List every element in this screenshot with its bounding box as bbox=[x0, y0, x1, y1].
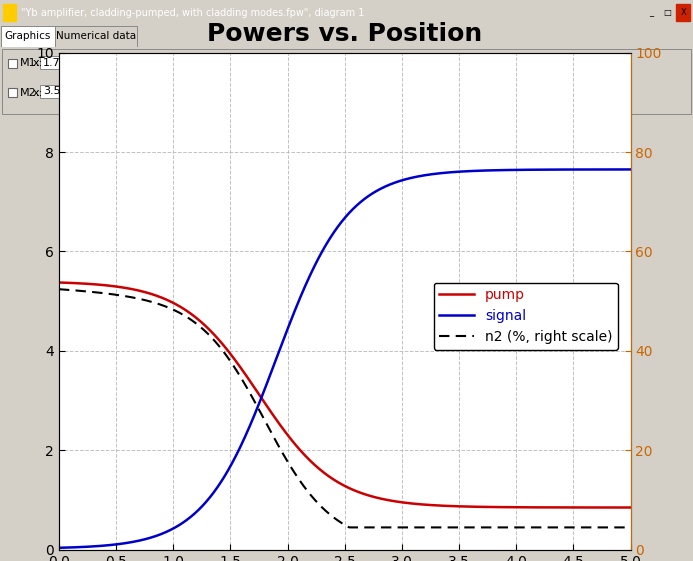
FancyBboxPatch shape bbox=[1, 26, 55, 47]
Text: Graphics: Graphics bbox=[5, 31, 51, 41]
Bar bbox=[114, 56, 179, 69]
Text: y:: y: bbox=[107, 58, 116, 68]
Title: Powers vs. Position: Powers vs. Position bbox=[207, 22, 482, 47]
n2 (%, right scale) bbox=[346, 524, 354, 531]
Text: d:: d: bbox=[364, 88, 375, 98]
Text: Save: Save bbox=[301, 57, 328, 67]
n2 (%, right scale) bbox=[626, 524, 635, 531]
n2 (%, right scale) bbox=[313, 499, 322, 506]
signal bbox=[485, 167, 493, 174]
n2 (%, right scale) bbox=[393, 524, 401, 531]
Text: 9.274: 9.274 bbox=[117, 57, 149, 67]
Bar bbox=[40, 56, 105, 69]
Bar bbox=[3, 4, 16, 21]
Bar bbox=[40, 85, 105, 98]
signal bbox=[156, 531, 164, 538]
n2 (%, right scale) bbox=[156, 301, 164, 308]
signal bbox=[202, 499, 210, 505]
Legend: pump, signal, n2 (%, right scale): pump, signal, n2 (%, right scale) bbox=[434, 283, 618, 350]
Bar bbox=[375, 85, 440, 98]
Text: M1:: M1: bbox=[20, 58, 40, 68]
n2 (%, right scale) bbox=[55, 286, 63, 293]
FancyBboxPatch shape bbox=[279, 54, 351, 71]
n2 (%, right scale) bbox=[437, 524, 446, 531]
signal bbox=[437, 170, 445, 177]
Text: X: X bbox=[681, 8, 686, 17]
signal bbox=[313, 257, 322, 264]
Bar bbox=[212, 85, 277, 98]
pump bbox=[626, 504, 635, 511]
Text: 1.741: 1.741 bbox=[43, 57, 75, 67]
Text: x:: x: bbox=[33, 58, 43, 68]
signal bbox=[55, 544, 63, 551]
Bar bbox=[8, 59, 17, 68]
Text: Numerical data: Numerical data bbox=[56, 31, 136, 41]
Text: □: □ bbox=[663, 8, 672, 17]
Bar bbox=[8, 88, 17, 97]
Line: signal: signal bbox=[59, 169, 631, 548]
signal bbox=[626, 166, 635, 173]
Text: Copy to clipboard: Copy to clipboard bbox=[389, 57, 486, 67]
FancyBboxPatch shape bbox=[380, 54, 495, 71]
Bar bbox=[676, 4, 690, 21]
Text: 3.028: 3.028 bbox=[117, 86, 149, 96]
pump bbox=[392, 498, 400, 505]
FancyBboxPatch shape bbox=[55, 26, 137, 47]
Text: y:: y: bbox=[107, 88, 116, 98]
pump bbox=[156, 293, 164, 300]
Text: _: _ bbox=[649, 8, 653, 17]
n2 (%, right scale) bbox=[486, 524, 495, 531]
pump bbox=[313, 464, 322, 471]
Text: "Yb amplifier, cladding-pumped, with cladding modes.fpw", diagram 1: "Yb amplifier, cladding-pumped, with cla… bbox=[21, 7, 364, 17]
pump bbox=[55, 279, 63, 286]
pump bbox=[437, 502, 445, 509]
Text: M2:: M2: bbox=[20, 88, 40, 98]
pump bbox=[485, 504, 493, 511]
Text: 3.582: 3.582 bbox=[43, 86, 75, 96]
n2 (%, right scale) bbox=[202, 329, 210, 335]
Bar bbox=[114, 85, 179, 98]
Line: pump: pump bbox=[59, 283, 631, 508]
signal bbox=[392, 179, 400, 186]
Text: dx:: dx: bbox=[196, 88, 213, 98]
Bar bbox=[296, 85, 361, 98]
Bar bbox=[644, 4, 658, 21]
Bar bbox=[660, 4, 674, 21]
pump bbox=[202, 323, 210, 330]
Text: dy:: dy: bbox=[280, 88, 297, 98]
Text: x:: x: bbox=[33, 88, 43, 98]
Line: n2 (%, right scale): n2 (%, right scale) bbox=[59, 289, 631, 527]
